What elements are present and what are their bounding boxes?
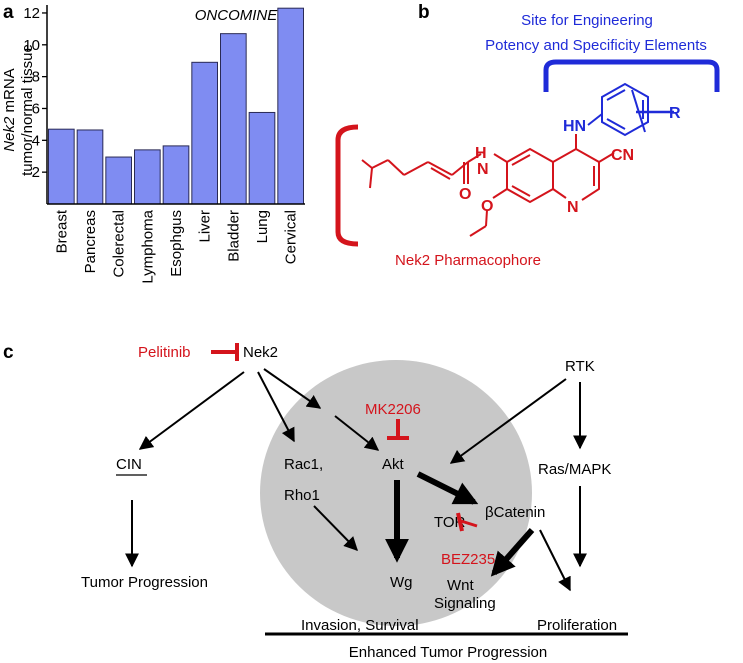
x-tick-label: Lymphoma xyxy=(139,209,156,283)
signaling-label: Signaling xyxy=(434,595,496,612)
pelitinib-label: Pelitinib xyxy=(138,344,191,361)
thick-arrows xyxy=(385,471,535,577)
arrow-nek2-mk xyxy=(263,368,322,409)
akt-label: Akt xyxy=(382,456,405,473)
atom-hn: HN xyxy=(563,118,586,135)
y-tick-label: 12 xyxy=(23,5,40,22)
tumor-progression-label: Tumor Progression xyxy=(81,574,208,591)
arrow-rho1-wg xyxy=(313,505,358,552)
wg-label: Wg xyxy=(390,574,413,591)
arrow-rtk-akt xyxy=(449,378,567,464)
y-tick-label: 10 xyxy=(23,37,40,54)
y-axis-label-line2: tumor/normal tissue xyxy=(19,44,36,176)
y-tick-label: 4 xyxy=(32,132,40,149)
rac1-label: Rac1, xyxy=(284,456,323,473)
x-tick-label: Cervical xyxy=(283,210,300,264)
y-tick-label: 2 xyxy=(32,164,40,181)
proliferation-label: Proliferation xyxy=(537,617,617,634)
chart-title: ONCOMINE xyxy=(195,7,278,24)
bar xyxy=(105,156,133,205)
atom-o-carbonyl: O xyxy=(459,186,471,203)
invasion-survival-label: Invasion, Survival xyxy=(301,617,419,634)
y-axis-label: Nek2 mRNA tumor/normal tissue xyxy=(1,44,36,176)
panel-letter-c: c xyxy=(3,342,14,363)
y-axis-label-line1: Nek2 mRNA xyxy=(1,68,18,151)
bar-chart: Breast Pancreas Colerectal Lymphoma Esophgus… xyxy=(23,5,305,284)
wnt-label: Wnt xyxy=(447,577,475,594)
bez235-label: BEZ235 xyxy=(441,551,495,568)
x-tick-label: Pancreas xyxy=(82,210,99,273)
atom-n-ring: N xyxy=(567,199,579,216)
site-bracket xyxy=(543,59,720,92)
phenyl-ring xyxy=(601,82,674,137)
arrow-bcat-proliferation xyxy=(539,529,571,592)
panel-letter-a: a xyxy=(3,2,14,23)
arrow-akt-bcatenin xyxy=(416,471,479,505)
bcatenin-label: βCatenin xyxy=(485,504,545,521)
y-tick-label: 6 xyxy=(32,100,40,117)
x-tick-label: Bladder xyxy=(225,210,242,262)
bar xyxy=(191,61,218,205)
arrow-nek2-rac1 xyxy=(257,371,295,443)
bar xyxy=(277,7,305,205)
mk2206-label: MK2206 xyxy=(365,401,421,418)
arrow-to-akt xyxy=(334,415,380,451)
bez235-inhibition-bar xyxy=(456,512,464,532)
rho1-label: Rho1 xyxy=(284,487,320,504)
nek2-label: Nek2 xyxy=(243,344,278,361)
enhanced-tumor-progression-label: Enhanced Tumor Progression xyxy=(349,644,547,661)
site-label-line1: Site for Engineering xyxy=(521,12,653,29)
pharmacophore-bonds xyxy=(361,134,615,237)
bar xyxy=(220,33,247,205)
pharmacophore-label: Nek2 Pharmacophore xyxy=(395,252,541,269)
pharmacophore-bracket xyxy=(335,124,359,247)
bar xyxy=(248,111,276,205)
atom-n-amide: N xyxy=(477,161,489,178)
x-tick-label: Liver xyxy=(197,210,214,243)
bond-hn-ring xyxy=(587,113,603,126)
bar xyxy=(162,145,190,205)
atom-cn: CN xyxy=(611,147,634,164)
x-tick-label: Lung xyxy=(254,210,271,243)
panel-letter-b: b xyxy=(418,2,430,23)
arrow-bcatenin-wnt xyxy=(490,528,535,577)
atom-o-ether: O xyxy=(481,198,493,215)
ras-mapk-label: Ras/MAPK xyxy=(538,461,611,478)
cin-label: CIN xyxy=(116,456,142,473)
y-axis-label-unit: mRNA xyxy=(1,68,18,116)
x-tick-label: Breast xyxy=(53,209,70,253)
arrow-nek2-cin xyxy=(138,371,245,450)
r-group: R xyxy=(669,105,681,122)
y-tick-label: 8 xyxy=(32,69,40,86)
y-axis-label-gene: Nek2 xyxy=(1,116,18,152)
x-tick-label: Esophgus xyxy=(168,210,185,277)
bar xyxy=(76,129,104,205)
bez235-inhibition-line xyxy=(460,519,478,528)
x-tick-label: Colerectal xyxy=(111,210,128,278)
rtk-label: RTK xyxy=(565,358,595,375)
site-label-line2: Potency and Specificity Elements xyxy=(485,37,707,54)
bar xyxy=(134,149,161,205)
atom-h: H xyxy=(475,145,487,162)
bar xyxy=(48,128,75,205)
pathway-arrows xyxy=(125,368,587,592)
